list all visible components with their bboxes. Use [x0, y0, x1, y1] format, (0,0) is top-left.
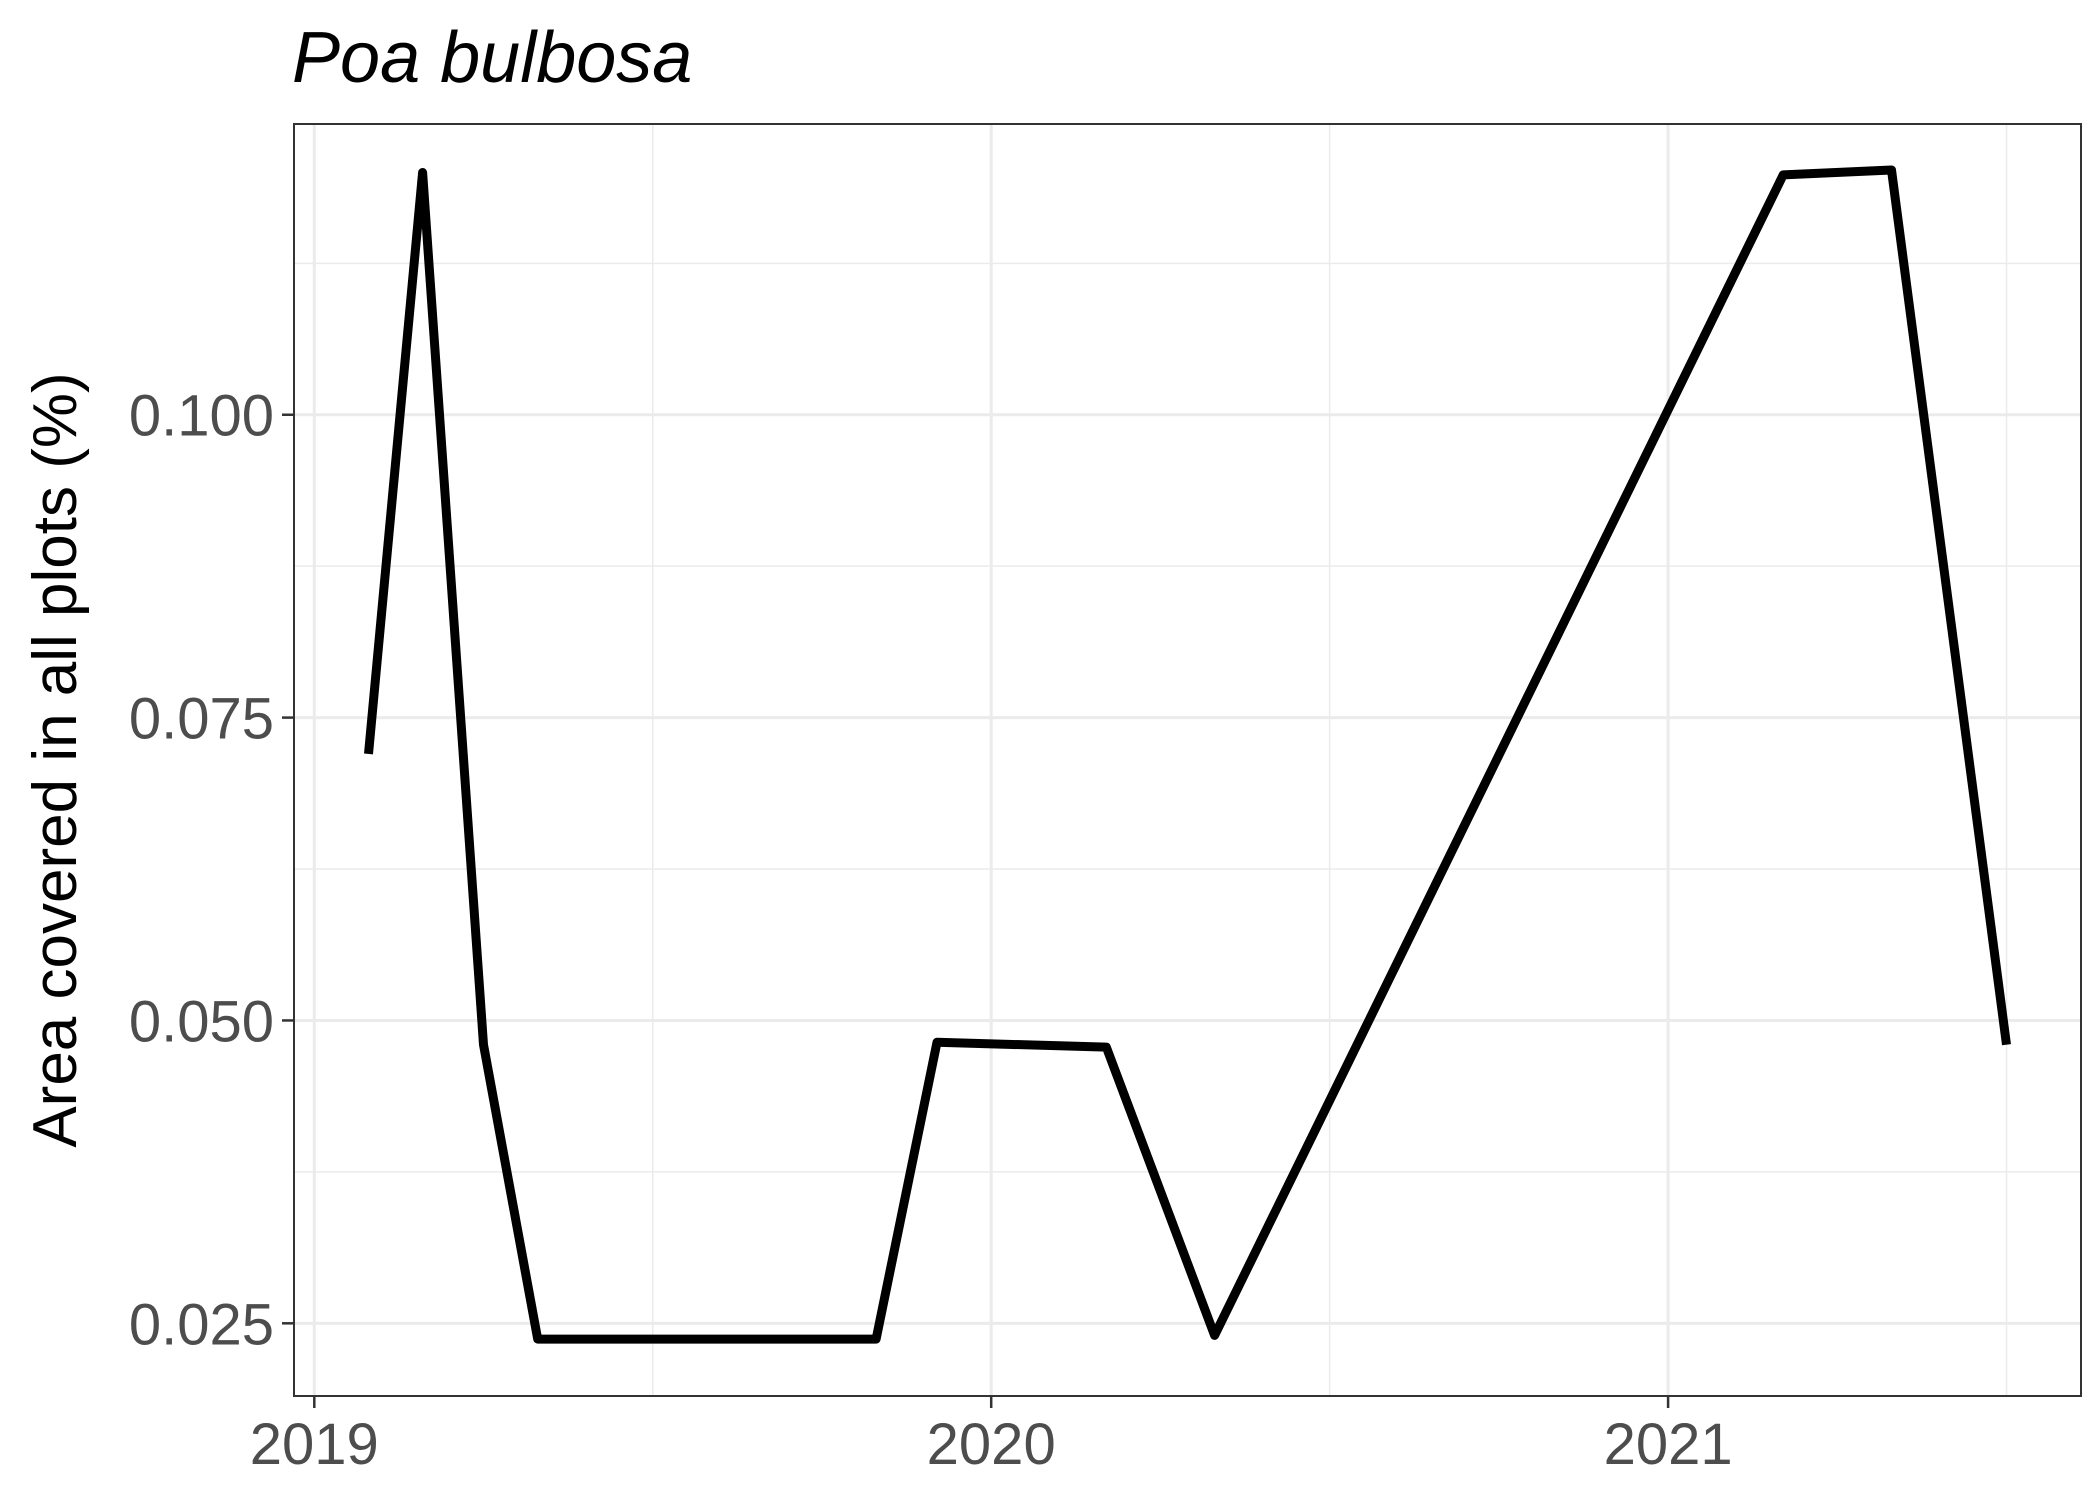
- y-tick-label: 0.050: [129, 989, 274, 1054]
- series-line: [364, 165, 2011, 1344]
- x-tick-label: 2019: [250, 1412, 379, 1477]
- axes: 2019 2020 2021 0.025 0.050 0.075 0.100: [129, 384, 1733, 1477]
- series-group: [364, 165, 2011, 1344]
- y-axis-title: Area covered in all plots (%): [21, 372, 90, 1147]
- gridlines: [294, 124, 2081, 1396]
- x-tick-label: 2021: [1604, 1412, 1733, 1477]
- y-tick-label: 0.075: [129, 687, 274, 752]
- x-tick-label: 2020: [927, 1412, 1056, 1477]
- chart-title: Poa bulbosa: [292, 18, 692, 98]
- plot-panel-border: [293, 123, 2082, 1397]
- y-tick-label: 0.100: [129, 384, 274, 449]
- y-tick-label: 0.025: [129, 1292, 274, 1357]
